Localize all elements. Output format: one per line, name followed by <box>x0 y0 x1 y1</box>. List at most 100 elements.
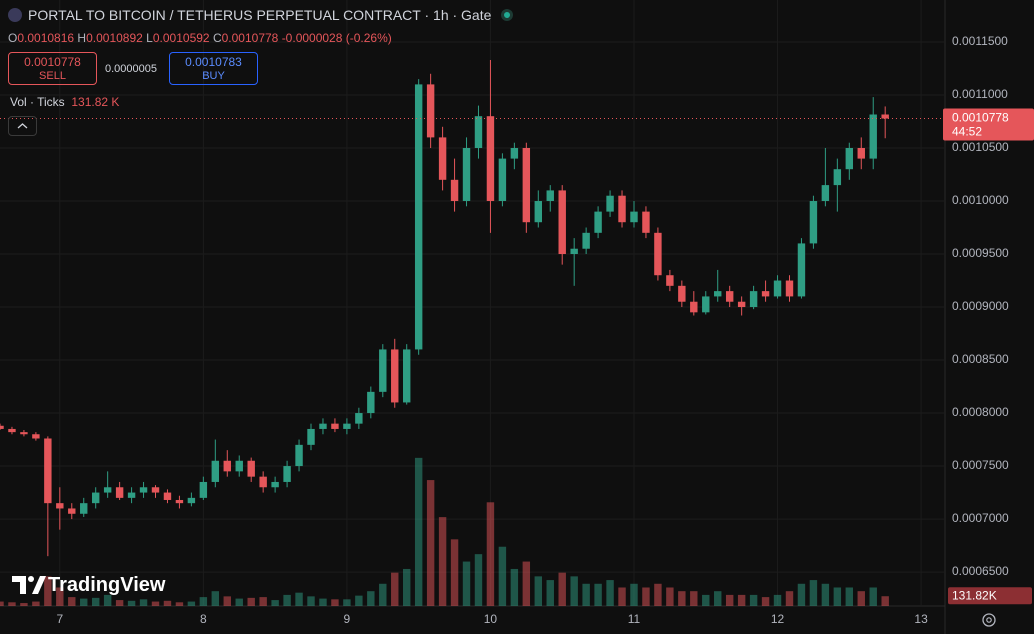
candle-body <box>211 460 220 482</box>
x-tick-label: 10 <box>484 612 498 626</box>
candle-body <box>642 211 650 233</box>
volume-bar <box>522 561 531 606</box>
candle-body <box>187 497 196 504</box>
x-tick-label: 9 <box>344 612 351 626</box>
volume-bar <box>379 583 387 606</box>
title: PORTAL TO BITCOIN / TETHERUS PERPETUAL C… <box>28 7 492 23</box>
candle-body <box>546 190 554 202</box>
volume-bar <box>0 601 4 606</box>
volume-bar <box>486 502 495 606</box>
candle-body <box>391 349 399 403</box>
volume-bar <box>570 576 578 606</box>
candle-body <box>498 158 507 202</box>
volume-bar <box>247 597 255 606</box>
volume-value: 131.82 K <box>71 95 120 109</box>
candle-body <box>355 413 363 424</box>
volume-bar <box>103 594 112 606</box>
volume-bar <box>295 592 303 606</box>
candle-body <box>271 481 279 488</box>
candle-body <box>582 232 590 249</box>
volume-bar <box>307 596 315 606</box>
y-tick-label: 0.0008500 <box>952 352 1009 366</box>
volume-bar <box>594 583 602 606</box>
candle-body <box>821 185 830 202</box>
candle-body <box>773 280 782 297</box>
candle-body <box>558 190 566 255</box>
ohlc-value: 0.0010592 <box>152 31 210 45</box>
candle-body <box>845 148 854 170</box>
volume-bar <box>725 594 734 606</box>
volume-bar <box>881 596 889 606</box>
candle-body <box>307 428 315 445</box>
volume-bar <box>474 554 483 606</box>
volume-bar <box>654 583 662 606</box>
volume-bar <box>403 568 411 606</box>
candle-body <box>379 349 387 392</box>
y-tick-label: 0.0010000 <box>952 193 1009 207</box>
volume-bar <box>690 591 698 606</box>
volume-bar <box>199 597 208 606</box>
volume-bar <box>127 600 136 606</box>
volume-bar <box>737 594 746 606</box>
settings-icon <box>982 613 996 627</box>
volume-bar <box>833 587 842 606</box>
candle-body <box>68 508 76 514</box>
volume-bar <box>869 587 877 606</box>
candle-body <box>534 201 542 223</box>
candle-body <box>343 423 351 429</box>
volume-bar <box>630 583 638 606</box>
candle-body <box>881 114 889 119</box>
buy-label: BUY <box>202 70 225 82</box>
candle-body <box>510 148 519 159</box>
buy-button[interactable]: 0.0010783 BUY <box>169 52 258 85</box>
candle-body <box>702 296 710 313</box>
last-price-label: 0.0010778 <box>952 111 1009 125</box>
candle-body <box>175 499 184 504</box>
volume-bar <box>498 546 507 606</box>
candle-body <box>163 492 172 500</box>
candle-body <box>474 116 483 149</box>
candle-body <box>618 195 626 223</box>
buy-price: 0.0010783 <box>185 55 242 69</box>
volume-bar <box>56 587 64 606</box>
sell-button[interactable]: 0.0010778 SELL <box>8 52 97 85</box>
ohlc-key: C <box>212 31 222 45</box>
candle-body <box>809 201 818 244</box>
volume-bar <box>749 594 758 606</box>
candle-body <box>223 460 231 472</box>
volume-bar <box>642 587 650 606</box>
symbol-icon <box>8 8 22 22</box>
candle-body <box>654 232 662 276</box>
x-tick-label: 13 <box>914 612 928 626</box>
volume-bar <box>319 598 327 606</box>
watermark-logo <box>12 574 46 601</box>
volume-bar <box>845 587 854 606</box>
candle-body <box>857 148 865 159</box>
candle-body <box>295 444 303 467</box>
volume-bar <box>80 598 88 606</box>
volume-bar <box>618 587 626 606</box>
volume-bar <box>271 600 279 606</box>
candle-body <box>666 275 674 286</box>
header-title-row: PORTAL TO BITCOIN / TETHERUS PERPETUAL C… <box>8 7 514 23</box>
volume-bar <box>606 580 614 606</box>
candle-body <box>630 211 638 223</box>
candle-body <box>235 460 243 472</box>
ohlc-value: 0.0010892 <box>86 31 143 45</box>
candle-body <box>570 248 578 255</box>
volume-bar <box>223 596 231 606</box>
candle-body <box>833 169 842 186</box>
volume-bar <box>44 576 52 606</box>
volume-bar <box>8 602 16 606</box>
collapse-button[interactable] <box>8 116 37 136</box>
volume-bar <box>163 600 172 606</box>
candle-body <box>151 487 160 493</box>
settings-button[interactable] <box>980 611 998 634</box>
volume-bar <box>462 561 471 606</box>
ohlc-key: L <box>146 31 153 45</box>
volume-bar <box>68 597 76 606</box>
candle-body <box>319 423 327 429</box>
x-tick-label: 7 <box>56 612 63 626</box>
